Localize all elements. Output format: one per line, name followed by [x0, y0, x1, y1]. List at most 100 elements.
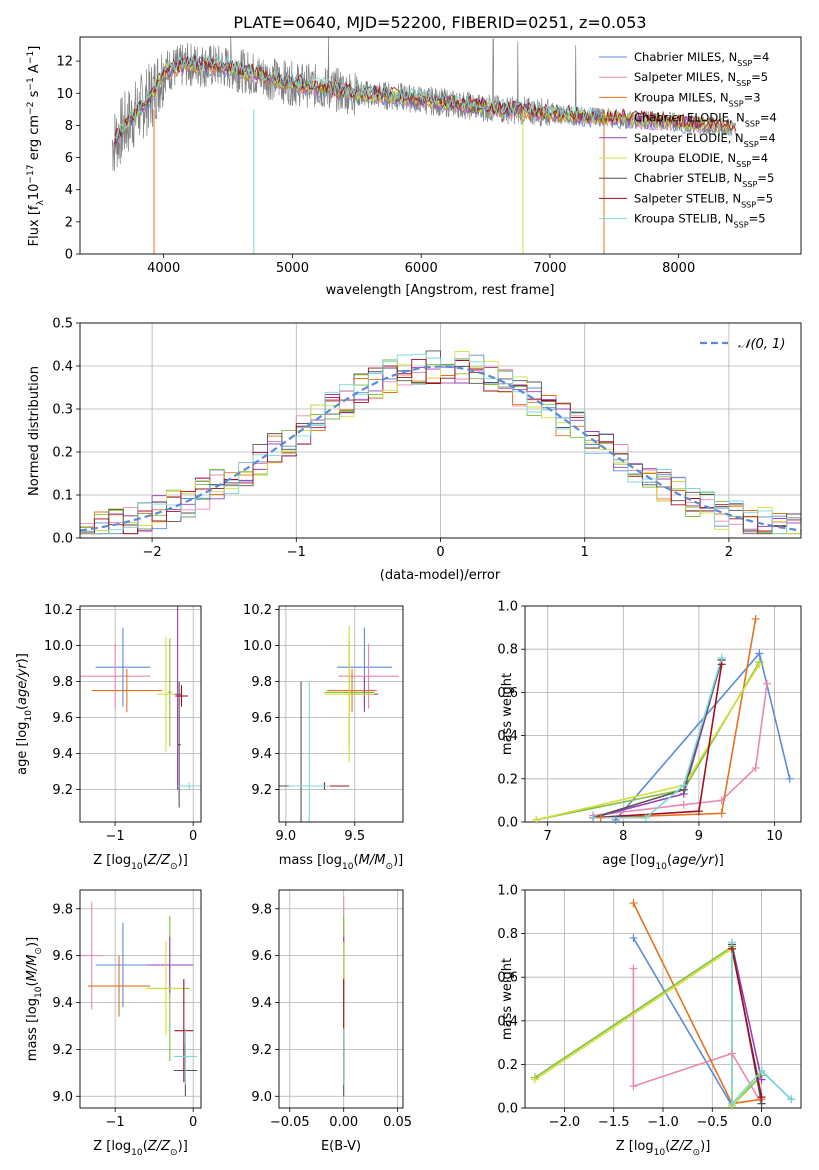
weight-marker: [717, 809, 726, 818]
x-tick-label: 9: [695, 829, 703, 844]
axes-residuals: −2 −1 0 1 2 0.0 0.1 0.2 0.3 0.4 0.5: [52, 317, 802, 560]
frame: −0.05 0.00 0.05 9.0 9.2 9.4 9.6 9.8: [251, 889, 412, 1130]
x-tick-label: 9.5: [344, 829, 365, 844]
y-tick-label: 10.0: [243, 639, 272, 654]
y-axis-label: Flux [fλ10−17 erg cm−2 s−1 A−1]: [26, 46, 46, 247]
y-tick-label: 0.6: [497, 971, 518, 986]
errorbar-point: [324, 625, 375, 763]
errorbar-point: [174, 979, 194, 1083]
weight-marker: [755, 660, 764, 669]
y-tick-label: 0.2: [52, 446, 73, 461]
weight-marker: [679, 800, 688, 809]
axes-frame: [79, 36, 802, 255]
y-tick-label: 0.8: [497, 927, 518, 942]
errorbar-point: [177, 681, 181, 808]
plot-area: [80, 901, 198, 1097]
spectrum-model-line-salpeter-stelib: [114, 55, 737, 145]
weight-line-salpeter-stelib: [731, 948, 763, 1098]
x-tick-label: 1: [581, 545, 589, 560]
x-axis-label: mass [log10(M/M⊙)]: [279, 853, 403, 872]
y-tick-label: 9.6: [52, 711, 73, 726]
errorbar-point: [146, 936, 194, 994]
y-tick-label: 0.2: [497, 772, 518, 787]
y-tick-label: 0.4: [497, 729, 518, 744]
weight-marker: [679, 781, 688, 790]
x-tick-label: −2.0: [549, 1115, 581, 1130]
x-axis-label: (data-model)/error: [380, 568, 501, 583]
y-tick-label: 9.8: [52, 675, 73, 690]
x-axis-label: wavelength [Angstrom, rest frame]: [326, 283, 555, 298]
weight-marker: [728, 938, 736, 947]
errorbar-point: [80, 901, 104, 1010]
axes-age-vs-Z: −1 0 9.2 9.4 9.6 9.8 10.0 10.2: [44, 603, 202, 844]
page-title: PLATE=0640, MJD=52200, FIBERID=0251, z=0…: [233, 13, 646, 32]
axes-age-vs-mass: 9.0 9.5 9.2 9.4 9.6 9.8 10.0 10.2: [243, 603, 404, 844]
x-tick-label: 10: [766, 829, 783, 844]
x-tick-label: −1.0: [647, 1115, 679, 1130]
errorbar-point: [173, 1028, 198, 1085]
y-tick-label: 6: [65, 151, 73, 166]
y-tick-label: 1.0: [497, 600, 518, 615]
frame: −1 0 9.2 9.4 9.6 9.8 10.0 10.2: [44, 603, 202, 844]
legend-entry: 𝒩(0, 1): [738, 337, 785, 352]
errorbar-point: [91, 669, 162, 713]
weight-marker: [611, 815, 620, 824]
y-tick-label: 12: [56, 55, 73, 70]
grid: [80, 890, 201, 1108]
y-tick-label: 2: [65, 215, 73, 230]
x-tick-label: −1.5: [598, 1115, 630, 1130]
x-axis-label: age [log10(age/yr)]: [602, 853, 724, 872]
weight-marker: [596, 813, 605, 822]
errorbar-point: [146, 941, 186, 1036]
x-tick-label: 0.05: [383, 1115, 412, 1130]
plot-area: [80, 350, 801, 535]
weight-marker: [787, 1095, 796, 1104]
weight-marker: [762, 679, 771, 688]
x-tick-label: 6000: [405, 261, 438, 276]
weight-marker: [757, 1093, 766, 1102]
legend-entry: Kroupa ELODIE, NSSP=4: [634, 151, 768, 169]
frame: −2.0 −1.5 −1.0 −0.5 0.0 0.0 0.2 0.4 0.6 0.8 1.0: [497, 884, 802, 1130]
y-tick-label: 9.2: [251, 783, 272, 798]
plot-area: [111, 37, 737, 254]
weight-line-kroupa-stelib: [731, 942, 792, 1106]
y-tick-label: 10.2: [44, 603, 73, 618]
y-tick-label: 9.6: [52, 949, 73, 964]
x-tick-label: 5000: [276, 261, 309, 276]
weight-marker: [530, 1075, 539, 1084]
normal-curve: [80, 365, 801, 532]
y-tick-label: 0.4: [52, 360, 73, 375]
weight-marker: [751, 764, 760, 772]
y-tick-label: 9.2: [251, 1043, 272, 1058]
y-tick-label: 9.8: [251, 675, 272, 690]
y-tick-label: 0.4: [497, 1014, 518, 1029]
legend-entry: Kroupa MILES, NSSP=3: [634, 90, 761, 108]
axes-mass-weight-vs-age: 7 8 9 10 0.0 0.2 0.4 0.6 0.8 1.0: [497, 600, 802, 844]
x-tick-label: 0: [189, 829, 197, 844]
errorbar-point: [168, 638, 172, 747]
y-tick-label: 10.2: [243, 603, 272, 618]
weight-marker: [728, 1099, 736, 1108]
weight-marker: [728, 1049, 736, 1058]
weight-marker: [757, 1075, 766, 1084]
errorbar-point: [87, 955, 151, 1017]
x-tick-label: −1: [106, 1115, 125, 1130]
y-tick-label: 9.8: [251, 902, 272, 917]
y-axis-label: Normed distribution: [27, 366, 42, 496]
x-tick-label: −1: [106, 829, 125, 844]
x-axis-label: Z [log10(Z/Z⊙)]: [93, 1139, 188, 1158]
y-tick-label: 4: [65, 183, 73, 198]
weight-marker: [629, 933, 638, 942]
errorbar-point: [95, 627, 151, 707]
weight-marker: [757, 1066, 766, 1075]
x-axis-label: Z [log10(Z/Z⊙)]: [93, 853, 188, 872]
frame: 7 8 9 10 0.0 0.2 0.4 0.6 0.8 1.0: [497, 600, 802, 844]
y-tick-label: 0.8: [497, 643, 518, 658]
axes-frame: [278, 889, 404, 1109]
axes-frame: [278, 605, 404, 823]
x-tick-label: −0.5: [696, 1115, 728, 1130]
y-tick-label: 0.5: [52, 317, 73, 332]
x-tick-label: 7000: [533, 261, 566, 276]
